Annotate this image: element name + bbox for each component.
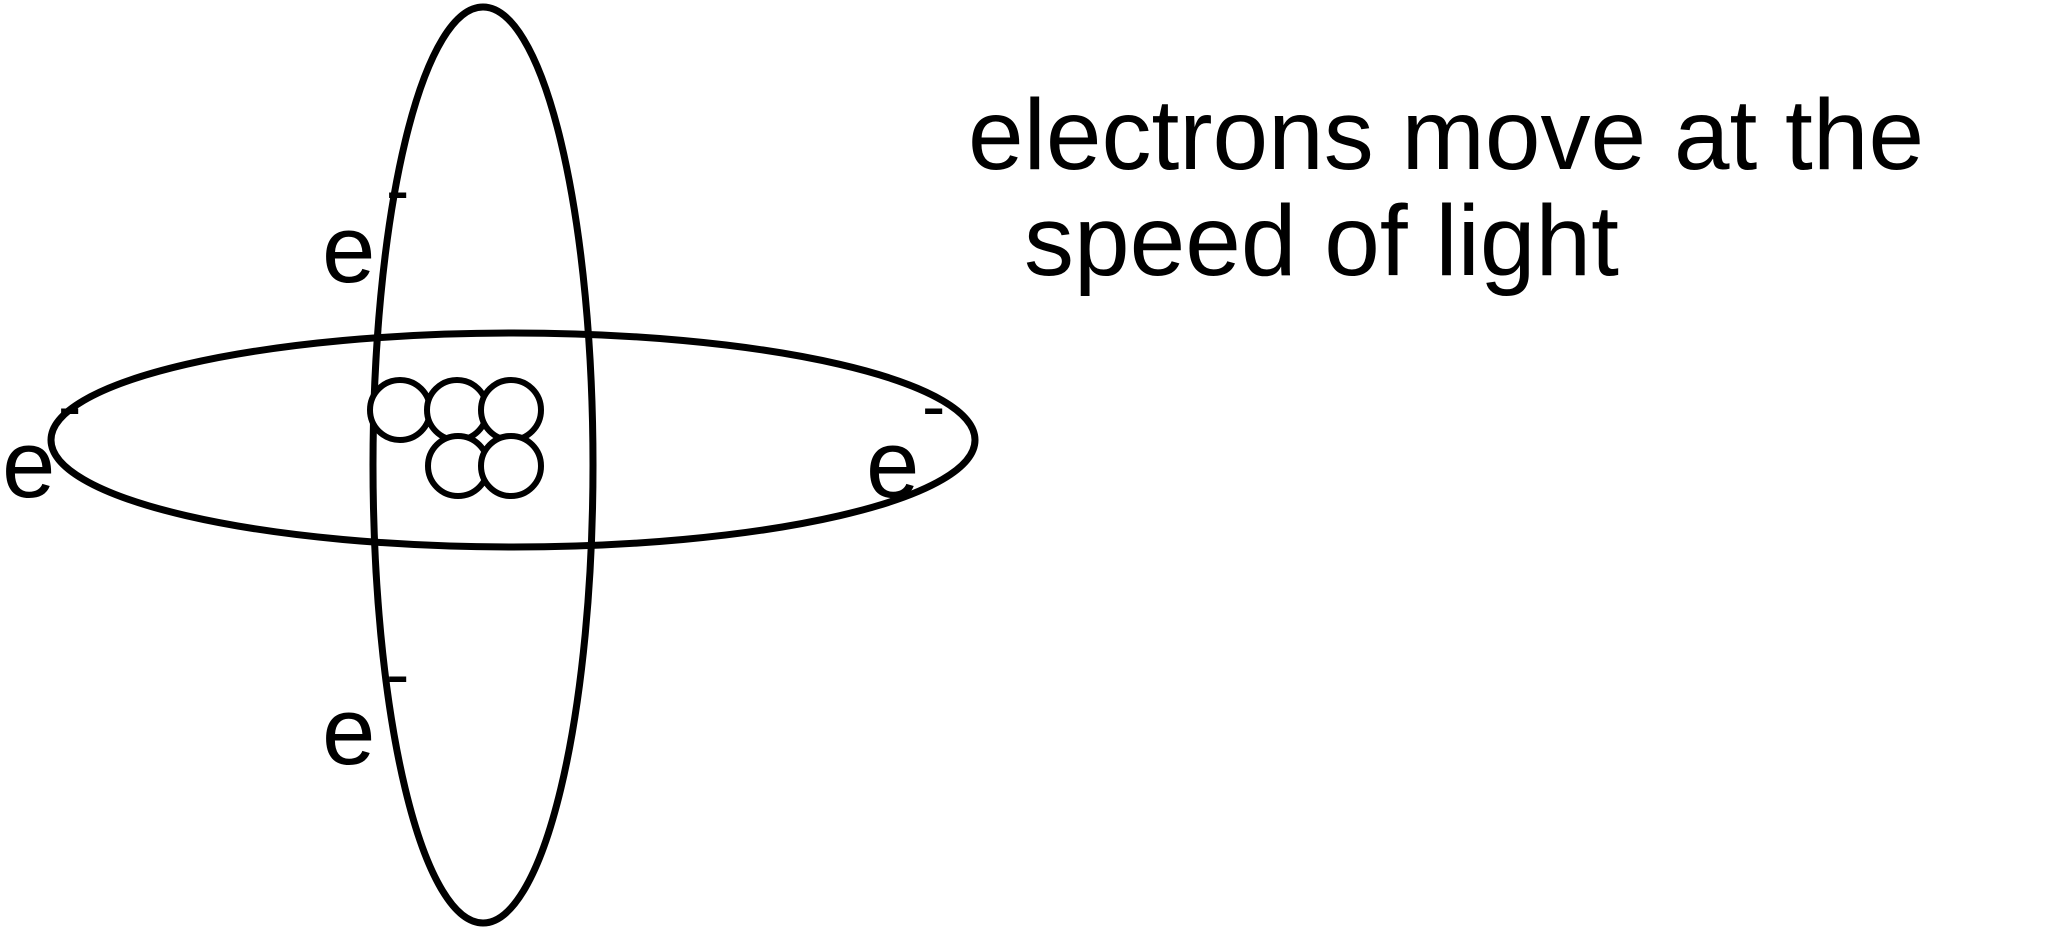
orbits xyxy=(47,3,979,927)
electron-right: e - xyxy=(866,367,945,518)
caption: electrons move at the speed of light xyxy=(968,82,2028,294)
electron-bottom: e - xyxy=(322,635,409,785)
caption-line-1: electrons move at the xyxy=(968,79,1925,191)
vertical-orbit xyxy=(369,3,597,927)
electron-top: e - xyxy=(322,151,409,303)
electrons: e - e - e - e - xyxy=(2,151,945,785)
nucleon xyxy=(478,377,544,443)
electron-symbol: e xyxy=(322,196,375,303)
electron-left: e - xyxy=(2,367,81,518)
horizontal-orbit xyxy=(47,329,979,551)
nucleus xyxy=(367,377,544,499)
electron-charge: - xyxy=(922,367,945,445)
electron-symbol: e xyxy=(322,678,375,785)
electron-charge: - xyxy=(386,151,409,229)
electron-symbol: e xyxy=(866,411,919,518)
electron-charge: - xyxy=(58,367,81,445)
nucleon xyxy=(478,433,544,499)
caption-line-2: speed of light xyxy=(1024,185,1619,297)
nucleon xyxy=(367,377,433,443)
electron-symbol: e xyxy=(2,411,55,518)
electron-charge: - xyxy=(386,635,409,713)
